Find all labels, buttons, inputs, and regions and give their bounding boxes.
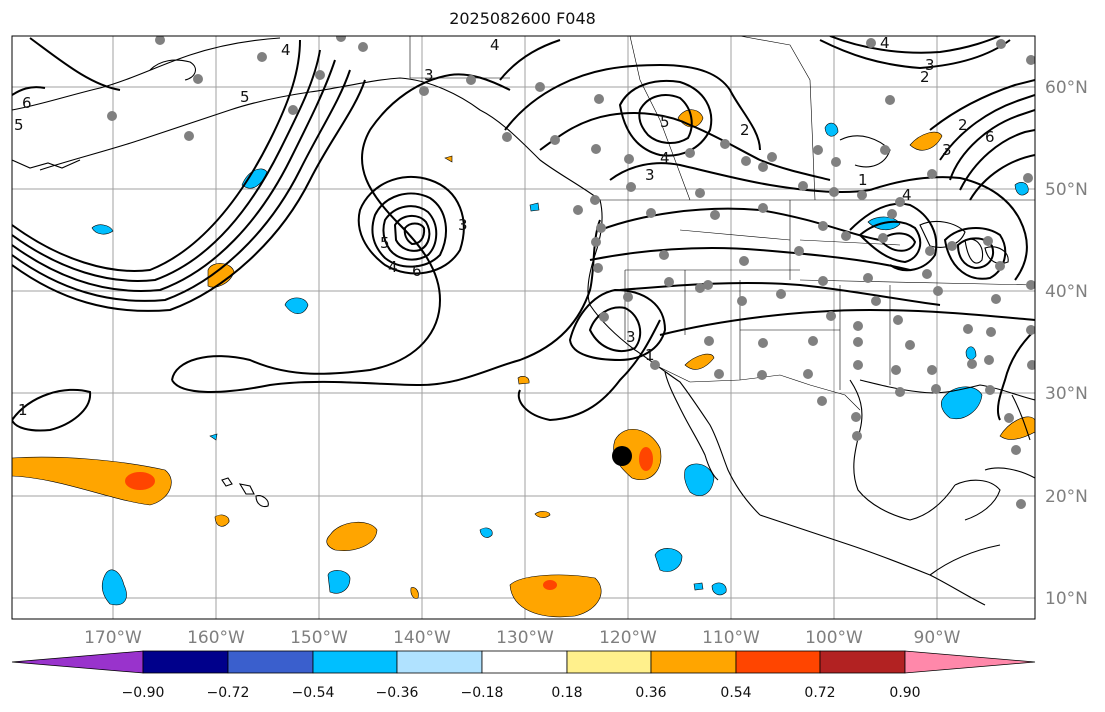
anomaly-gulf-negative xyxy=(940,386,983,420)
svg-text:90°W: 90°W xyxy=(914,628,961,648)
colorbar-extend-low xyxy=(11,650,144,674)
anomaly-mid-pacific xyxy=(326,522,378,551)
svg-text:130°W: 130°W xyxy=(496,628,554,648)
map-title: 2025082600 F048 xyxy=(449,9,596,28)
svg-text:4: 4 xyxy=(902,186,912,204)
anomaly-south-central xyxy=(509,574,602,618)
svg-text:−0.36: −0.36 xyxy=(376,685,419,701)
colorbar-extend-high xyxy=(904,650,1036,674)
svg-text:3: 3 xyxy=(942,141,952,159)
svg-text:1: 1 xyxy=(645,346,655,364)
svg-text:0.54: 0.54 xyxy=(720,685,751,701)
svg-text:140°W: 140°W xyxy=(393,628,451,648)
svg-text:6: 6 xyxy=(412,262,422,280)
colorbar-ticks: −0.90 −0.72 −0.54 −0.36 −0.18 0.18 0.36 … xyxy=(122,685,921,701)
svg-text:4: 4 xyxy=(880,34,890,52)
svg-text:0.18: 0.18 xyxy=(551,685,582,701)
svg-text:3: 3 xyxy=(925,56,935,74)
svg-text:0.36: 0.36 xyxy=(635,685,666,701)
svg-text:4: 4 xyxy=(281,41,291,59)
svg-text:−0.90: −0.90 xyxy=(122,685,165,701)
svg-text:5: 5 xyxy=(660,113,670,131)
svg-text:20°N: 20°N xyxy=(1045,487,1088,507)
anomaly-south-central-core xyxy=(543,580,557,590)
svg-text:5: 5 xyxy=(240,88,250,106)
svg-text:1: 1 xyxy=(18,401,28,419)
map-frame xyxy=(11,35,1036,620)
anomaly-west-pacific xyxy=(12,456,172,506)
svg-text:3: 3 xyxy=(424,66,434,84)
longitude-labels: 170°W 160°W 150°W 140°W 130°W 120°W 110°… xyxy=(84,628,961,648)
svg-text:0.90: 0.90 xyxy=(889,685,920,701)
svg-text:5: 5 xyxy=(14,116,24,134)
colorbar xyxy=(11,650,1036,674)
svg-text:−0.18: −0.18 xyxy=(461,685,504,701)
svg-text:0.72: 0.72 xyxy=(804,685,835,701)
anomaly-west-pacific-core xyxy=(125,472,155,490)
contour-labels: 4 5 6 5 3 4 3 5 4 6 1 3 1 5 4 3 2 4 3 2 … xyxy=(14,34,995,419)
svg-text:170°W: 170°W xyxy=(84,628,142,648)
graticule xyxy=(12,36,1035,619)
svg-text:6: 6 xyxy=(22,94,32,112)
svg-text:1: 1 xyxy=(858,171,868,189)
station-dots xyxy=(107,36,1035,509)
svg-text:2: 2 xyxy=(920,68,930,86)
shaded-anomalies xyxy=(12,109,1035,618)
location-marker xyxy=(612,446,632,466)
svg-text:30°N: 30°N xyxy=(1045,384,1088,404)
borders xyxy=(409,36,1035,411)
svg-text:−0.54: −0.54 xyxy=(292,685,335,701)
latitude-labels: 60°N 50°N 40°N 30°N 20°N 10°N xyxy=(1045,78,1088,609)
anomaly-baja-west-core xyxy=(639,447,653,471)
svg-text:3: 3 xyxy=(645,166,655,184)
svg-text:4: 4 xyxy=(660,149,670,167)
svg-text:2: 2 xyxy=(958,116,968,134)
svg-text:60°N: 60°N xyxy=(1045,78,1088,98)
svg-text:110°W: 110°W xyxy=(702,628,760,648)
svg-text:6: 6 xyxy=(985,128,995,146)
svg-text:100°W: 100°W xyxy=(805,628,863,648)
coastlines xyxy=(12,37,1035,606)
svg-text:10°N: 10°N xyxy=(1045,589,1088,609)
svg-text:40°N: 40°N xyxy=(1045,282,1088,302)
svg-text:160°W: 160°W xyxy=(187,628,245,648)
svg-text:4: 4 xyxy=(388,258,398,276)
svg-text:2: 2 xyxy=(740,121,750,139)
svg-text:−0.72: −0.72 xyxy=(207,685,250,701)
contours xyxy=(12,36,1035,432)
svg-text:4: 4 xyxy=(490,36,500,54)
svg-text:120°W: 120°W xyxy=(599,628,657,648)
svg-text:3: 3 xyxy=(626,328,636,346)
svg-text:150°W: 150°W xyxy=(290,628,348,648)
svg-text:50°N: 50°N xyxy=(1045,180,1088,200)
svg-text:3: 3 xyxy=(458,216,468,234)
svg-text:5: 5 xyxy=(380,234,390,252)
